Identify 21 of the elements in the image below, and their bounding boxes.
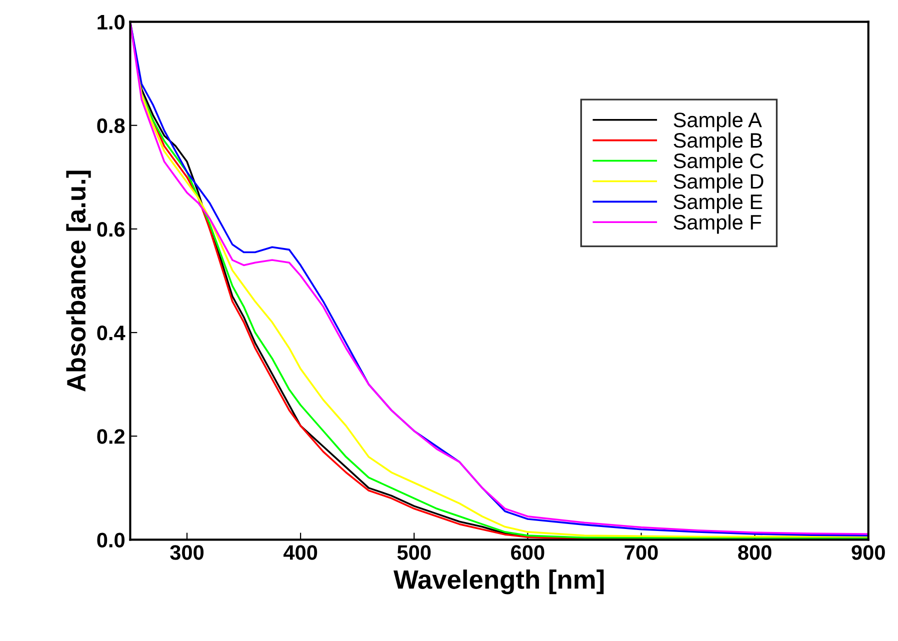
x-tick-label: 700: [624, 545, 658, 560]
y-tick-label: 0.2: [97, 429, 125, 444]
y-tick-label: 0.8: [97, 118, 125, 134]
y-axis-title: Absorbance [a.u.]: [66, 170, 91, 392]
legend-label: Sample D: [674, 173, 764, 193]
x-tick-label: 800: [738, 545, 772, 560]
y-tick-label: 0.4: [97, 326, 126, 340]
legend-label: Sample B: [674, 132, 762, 152]
legend-label: Sample A: [674, 112, 762, 132]
x-tick-label: 600: [511, 545, 544, 560]
y-tick-label: 1.0: [98, 14, 124, 30]
legend-label: Sample E: [674, 194, 762, 214]
x-tick-label: 300: [170, 545, 204, 560]
x-tick-label: 500: [397, 545, 431, 560]
y-tick-label: 0.6: [97, 222, 125, 237]
legend-label: Sample F: [674, 214, 762, 234]
x-axis-title: Wavelength [nm]: [394, 570, 604, 594]
legend-label: Sample C: [674, 152, 764, 172]
y-tick-label: 0.0: [97, 532, 124, 548]
x-tick-label: 400: [283, 545, 318, 560]
x-tick-label: 900: [852, 545, 885, 560]
